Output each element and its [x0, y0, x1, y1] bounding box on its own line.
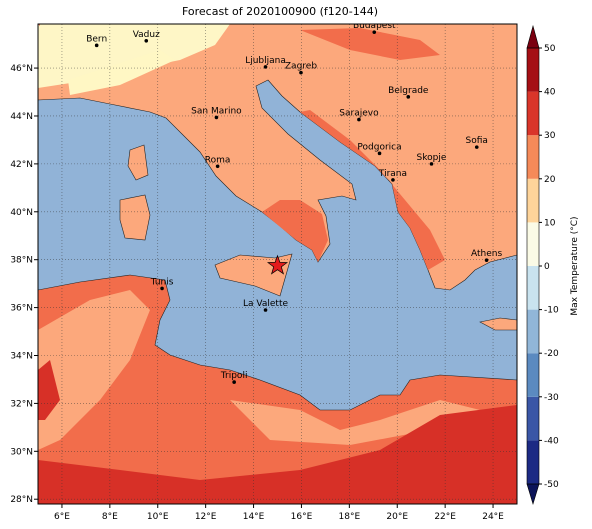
y-tick-label: 32°N — [10, 399, 33, 409]
city-label: Zagreb — [285, 62, 317, 72]
y-tick-label: 34°N — [10, 351, 33, 361]
city-dot — [94, 43, 99, 48]
x-tick-label: 16°E — [291, 512, 313, 522]
x-tick-label: 14°E — [243, 512, 265, 522]
colorbar-segment — [527, 222, 539, 266]
city-label: Vaduz — [133, 30, 160, 40]
colorbar-segment — [527, 440, 539, 484]
land-hottest — [38, 405, 517, 504]
land-corsica — [127, 144, 149, 181]
colorbar-segment — [527, 135, 539, 179]
x-tick-label: 6°E — [54, 512, 70, 522]
colorbar-segment — [527, 266, 539, 310]
city-label: Tunis — [150, 277, 174, 287]
colorbar-tick-label: -40 — [544, 436, 559, 446]
x-tick-label: 8°E — [102, 512, 118, 522]
colorbar-under — [526, 483, 540, 506]
y-tick-label: 30°N — [10, 447, 33, 457]
city-label: Skopje — [417, 153, 447, 163]
city-dot — [263, 65, 268, 69]
city-label: San Marino — [191, 106, 242, 116]
x-tick-label: 12°E — [195, 512, 217, 522]
city-dot — [391, 178, 395, 182]
city-label: Ljubljana — [245, 56, 286, 66]
y-tick-label: 44°N — [10, 112, 33, 122]
y-tick-label: 38°N — [10, 256, 33, 266]
colorbar-over — [526, 24, 540, 49]
city-dot — [357, 117, 361, 122]
city-label: Sofia — [466, 136, 488, 146]
colorbar-tick-label: 10 — [544, 218, 556, 228]
colorbar-segment — [527, 353, 539, 397]
colorbar-segment — [527, 396, 539, 441]
colorbar-tick-label: 0 — [544, 262, 550, 272]
city-label: Roma — [205, 155, 231, 165]
city-label: Budapest — [353, 21, 396, 31]
x-tick-label: 10°E — [147, 512, 169, 522]
colorbar-tick-label: 20 — [544, 175, 556, 185]
x-tick-label: 18°E — [339, 512, 361, 522]
colorbar-segment — [527, 48, 539, 92]
city-label: Tirana — [378, 169, 407, 179]
city-dot — [372, 30, 377, 34]
colorbar-label: Max Temperature (°C) — [570, 216, 580, 315]
grid — [38, 24, 517, 504]
colorbar-tick-label: -50 — [544, 480, 559, 490]
colorbar: -50 -40 -30 -20 -10 0 10 20 30 40 50 — [526, 24, 559, 506]
land-hottest — [38, 360, 60, 420]
land-sardinia — [119, 194, 151, 241]
colorbar-segment — [527, 178, 539, 223]
y-tick-label: 42°N — [10, 160, 33, 170]
land-light — [38, 290, 150, 450]
x-tick-label: 24°E — [482, 512, 504, 522]
x-tick-label: 22°E — [434, 512, 456, 522]
city-dot — [263, 308, 268, 312]
colorbar-segment — [527, 91, 539, 136]
land-crete — [479, 317, 517, 331]
y-tick-label: 28°N — [10, 495, 33, 505]
city-dot — [429, 162, 434, 166]
city-label: Belgrade — [388, 86, 429, 96]
y-tick-label: 46°N — [10, 64, 33, 74]
city-dot — [484, 258, 489, 262]
y-tick-label: 36°N — [10, 304, 33, 314]
colorbar-tick-label: -10 — [544, 306, 559, 316]
city-dot — [299, 70, 303, 75]
city-dot — [160, 286, 164, 291]
city-label: Sarajevo — [339, 109, 379, 119]
title: Forecast of 2020100900 (f120-144) — [182, 5, 378, 18]
colorbar-tick-label: 30 — [544, 131, 556, 141]
city-label: Podgorica — [357, 142, 401, 152]
city-label: La Valette — [243, 299, 288, 309]
colorbar-tick-label: 40 — [544, 88, 556, 98]
city-dot — [377, 151, 382, 156]
city-label: Bern — [86, 34, 107, 44]
map-frame — [37, 23, 518, 505]
x-tick-label: 20°E — [386, 512, 408, 522]
colorbar-segment — [527, 309, 539, 354]
y-tick-label: 40°N — [10, 208, 33, 218]
land-light — [68, 50, 175, 95]
city-dot — [215, 164, 220, 169]
city-dot — [474, 145, 479, 149]
land-hot — [262, 200, 328, 262]
city-label: Athens — [471, 249, 502, 259]
colorbar-tick-label: -20 — [544, 349, 559, 359]
city-label: Tripoli — [220, 371, 248, 381]
city-dot — [232, 380, 236, 384]
colorbar-tick-label: 50 — [544, 44, 556, 54]
land-hot — [38, 24, 440, 60]
land-light — [230, 400, 480, 445]
city-dot — [406, 95, 411, 99]
colorbar-tick-label: -30 — [544, 393, 559, 403]
city-dot — [144, 38, 149, 43]
axes: 6°E 8°E 10°E 12°E 14°E 16°E 18°E 20°E 22°E 24°E 28… — [10, 64, 504, 522]
city-dot — [214, 115, 219, 120]
land-hot — [300, 110, 445, 270]
marker-star — [266, 254, 289, 275]
land-alps — [38, 24, 230, 88]
